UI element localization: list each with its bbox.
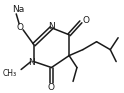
Text: Na: Na <box>12 5 25 14</box>
Text: O: O <box>82 16 89 25</box>
Text: O: O <box>48 83 55 92</box>
Text: N: N <box>29 58 35 67</box>
Text: O: O <box>17 23 24 32</box>
Text: CH₃: CH₃ <box>3 69 17 78</box>
Text: N: N <box>48 22 55 31</box>
